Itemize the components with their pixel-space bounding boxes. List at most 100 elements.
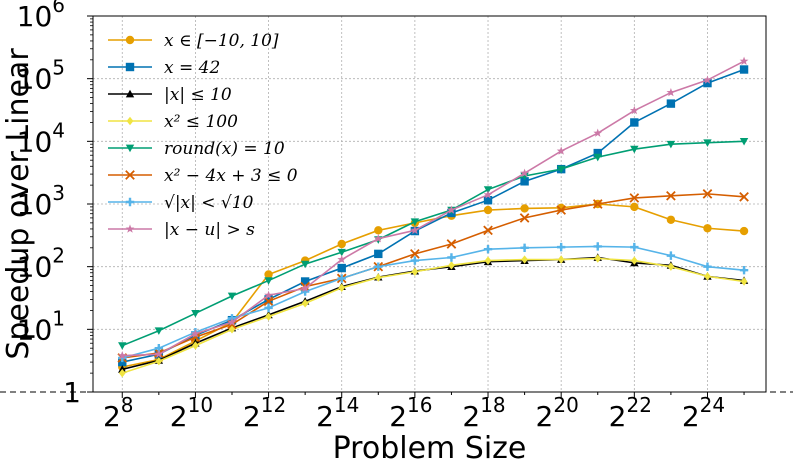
data-point [593,153,602,162]
data-point [154,349,164,359]
data-point [191,309,200,318]
data-point [666,190,676,201]
data-point [125,89,135,98]
data-point [191,329,200,338]
legend-label: round(x) = 10 [164,139,285,159]
data-point [593,148,602,158]
data-point [630,145,639,154]
data-point [702,189,713,199]
data-point [264,290,273,299]
data-point [593,128,603,137]
legend-item: x ∈ [−10, 10] [108,31,279,51]
data-point [556,205,567,215]
data-point [118,365,127,373]
data-point [483,190,493,199]
data-point [630,118,639,127]
data-point [337,239,346,249]
data-point [557,255,565,264]
data-point [125,35,135,45]
legend-item: x = 42 [108,58,220,78]
x-tick-label: 216 [389,393,432,433]
data-point [410,225,420,235]
data-point-center [705,264,710,269]
legend: x ∈ [−10, 10] x = 42 |x| ≤ 10 x² ≤ 100 round… [108,31,298,240]
series-4 [118,254,748,378]
data-point-center [595,244,600,249]
data-point [629,105,639,115]
series-line [121,140,745,347]
legend-label: x = 42 [164,58,220,78]
legend-item: round(x) = 10 [108,139,285,159]
data-point-center [486,247,490,252]
y-tick-label: 104 [17,118,65,158]
data-point [666,215,676,224]
series-6 [117,189,749,363]
data-point [410,249,420,259]
data-point [484,256,492,265]
data-point [703,139,712,147]
series-3 [118,253,749,373]
data-point [666,140,676,149]
data-point [263,296,274,307]
data-point [630,202,639,212]
data-point [154,327,164,335]
legend-label: √|x| < √10 [164,193,254,213]
y-tick-label: 105 [17,56,65,96]
data-point [300,277,310,286]
data-point-center [559,245,564,250]
plot-area [117,56,749,378]
data-point [666,99,676,108]
data-point [264,277,273,285]
data-point [740,277,748,286]
data-point [126,116,134,126]
data-point [448,261,455,270]
data-point-center [266,305,271,310]
data-point-center [376,264,381,269]
data-point-center [669,253,673,258]
data-point [483,205,493,215]
legend-item: √|x| < √10 [108,193,254,213]
data-point [483,195,493,205]
x-axis-label: Problem Size [333,431,527,466]
data-point [301,299,309,308]
data-point [520,177,529,186]
series-line [122,245,745,359]
y-tick-label: 103 [17,181,65,221]
y-tick-label: 101 [17,306,65,346]
data-point [337,248,346,257]
data-point [374,249,383,259]
x-tick-label: 28 [103,393,134,433]
x-tick-label: 220 [536,393,579,433]
data-point [704,272,711,281]
data-point [739,192,749,202]
legend-item: x² ≤ 100 [108,112,238,132]
legend-label: |x| ≤ 10 [164,85,232,105]
data-point-center [339,276,344,281]
ticks: 28 210 212 214 216 218 220 222 224 1 101 102 103 104 1… [17,0,745,433]
data-point [118,368,126,378]
data-point [483,225,493,236]
data-point [592,199,603,209]
x-tick-label: 214 [316,393,359,433]
data-point [265,312,272,321]
series-line [122,68,745,363]
data-point [629,193,640,203]
data-point [300,283,310,293]
data-point-center [522,245,527,250]
data-point [337,263,346,273]
data-point [483,186,493,194]
legend-label: x ∈ [−10, 10] [164,31,279,51]
data-point [446,239,457,249]
data-point [666,87,676,97]
data-point [739,137,749,146]
data-point [264,295,273,304]
x-tick-label: 224 [682,393,725,433]
data-point-center [742,268,746,273]
y-tick-label: 106 [17,0,65,33]
legend-label: |x − u| > s [164,220,255,240]
x-tick-label: 218 [462,393,505,433]
data-point [300,260,310,269]
data-point [338,283,346,293]
data-point [411,267,419,276]
data-point [410,218,420,226]
